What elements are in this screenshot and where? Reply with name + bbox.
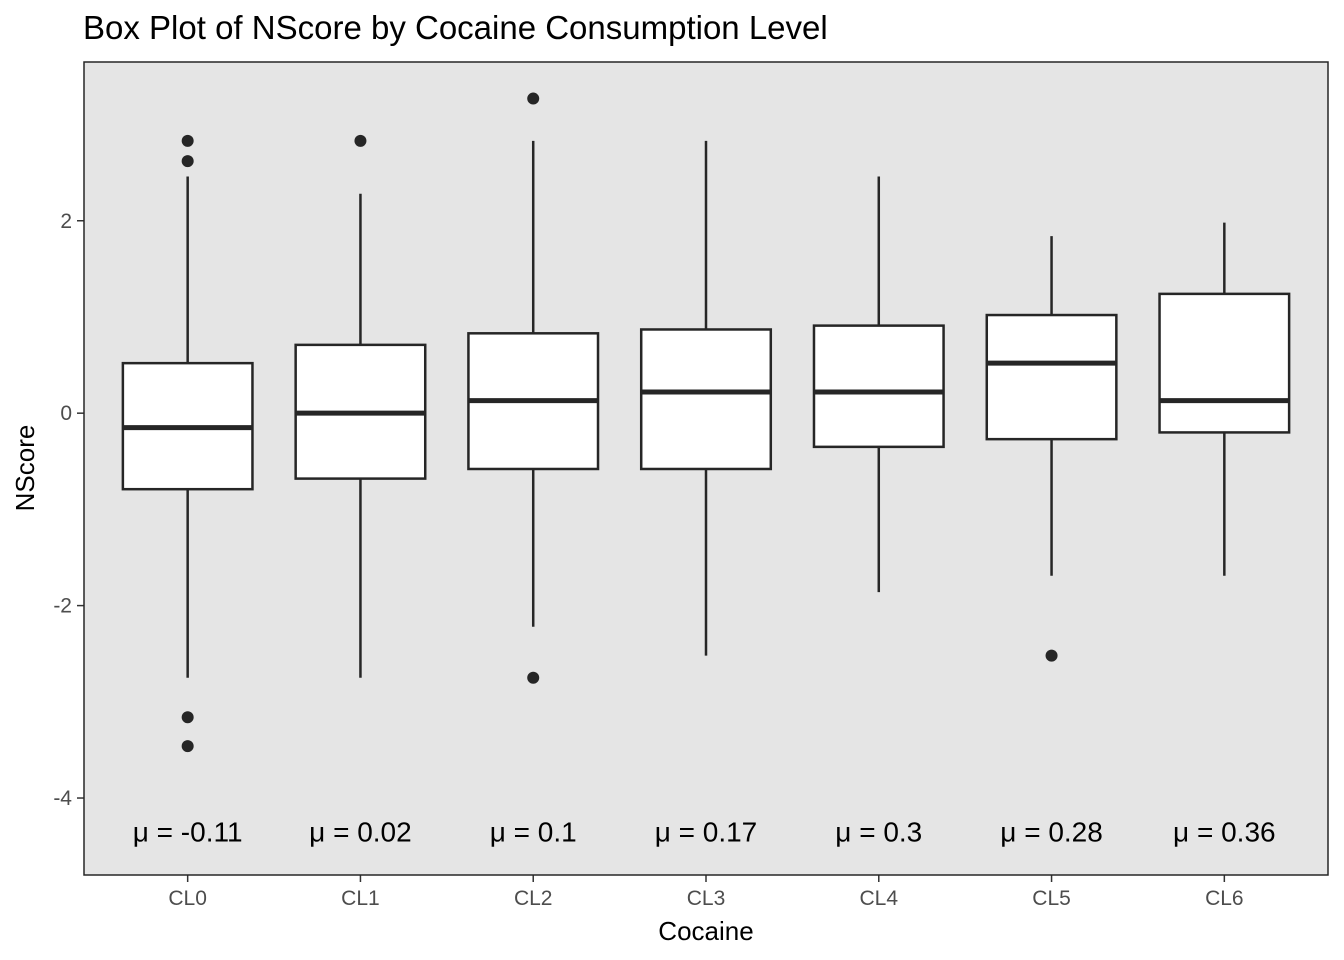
plot-marks: μ = -0.11 μ = 0.02 μ = 0.1 μ = 0.17 μ = 0.3 μ… — [121, 92, 1291, 848]
x-tick-label: CL3 — [687, 887, 726, 910]
outlier-point — [354, 134, 367, 147]
box-group-cl6: μ = 0.36 — [1158, 222, 1291, 848]
x-tick-label: CL4 — [860, 887, 899, 910]
y-tick-label: -2 — [53, 595, 72, 618]
box-group-cl2: μ = 0.1 — [467, 92, 600, 848]
outlier-point — [181, 134, 194, 147]
outlier-point — [527, 671, 540, 684]
box-group-cl1: μ = 0.02 — [294, 134, 427, 848]
chart-title: Box Plot of NScore by Cocaine Consumptio… — [83, 9, 828, 46]
box-group-cl5: μ = 0.28 — [985, 236, 1118, 848]
box-group-cl0: μ = -0.11 — [121, 134, 254, 848]
y-axis-title: NScore — [10, 425, 40, 512]
plot-panel-border — [83, 61, 1329, 876]
outlier-point — [181, 711, 194, 724]
y-tick-label: 2 — [60, 210, 72, 233]
x-axis-title: Cocaine — [658, 916, 753, 946]
x-tick-label: CL0 — [168, 887, 207, 910]
mean-annotation: μ = 0.17 — [655, 817, 758, 848]
y-tick-label: -4 — [53, 787, 72, 810]
box-iqr — [1158, 292, 1291, 434]
outlier-point — [1045, 649, 1058, 662]
box-iqr — [639, 328, 773, 471]
box-group-cl4: μ = 0.3 — [812, 176, 945, 848]
box-group-cl3: μ = 0.17 — [639, 140, 773, 848]
box-iqr — [985, 313, 1118, 441]
outlier-point — [181, 740, 194, 753]
x-tick-label: CL2 — [514, 887, 553, 910]
box-iqr — [812, 324, 945, 449]
outlier-point — [181, 155, 194, 168]
x-tick-label: CL6 — [1205, 887, 1244, 910]
mean-annotation: μ = 0.28 — [1000, 817, 1103, 848]
mean-annotation: μ = 0.02 — [309, 817, 412, 848]
y-tick-label: 0 — [60, 402, 72, 425]
x-tick-label: CL1 — [341, 887, 380, 910]
mean-annotation: μ = 0.36 — [1173, 817, 1276, 848]
outlier-point — [527, 92, 540, 105]
axes: CL0 CL1 CL2 CL3 CL4 CL5 CL6 -4 -2 0 2 — [53, 210, 1243, 910]
mean-annotation: μ = 0.3 — [835, 817, 922, 848]
x-tick-label: CL5 — [1032, 887, 1071, 910]
mean-annotation: μ = -0.11 — [133, 817, 243, 848]
mean-annotation: μ = 0.1 — [490, 817, 577, 848]
